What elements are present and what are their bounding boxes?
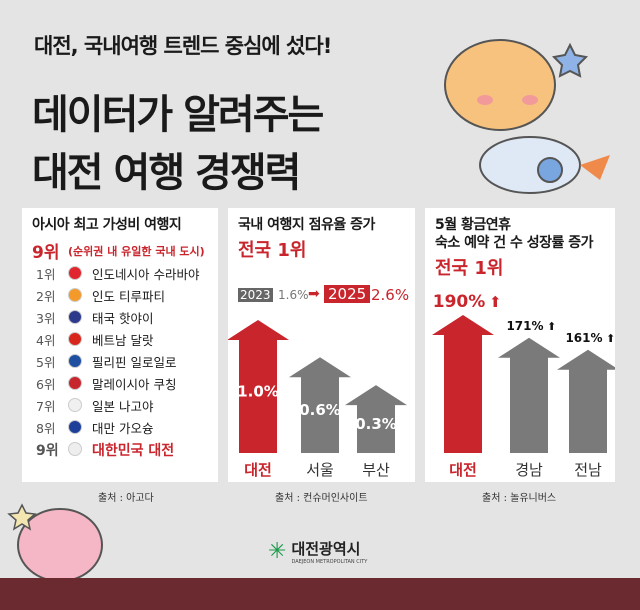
booking-growth-panel: 5월 황금연휴 숙소 예약 건 수 성장률 증가 전국 1위 190% ⬆ 대전 171… [425,208,615,482]
mascot-pink-illustration [7,503,103,582]
panel-title: 국내 여행지 점유율 증가 [238,217,375,233]
city-name: 베트남 달랏 [92,333,154,348]
bar-arrow [498,337,560,453]
data-label: 171% [506,319,543,333]
data-label: 0.3% [355,415,397,433]
data-label: 190% [433,292,486,312]
flag-icon [68,310,82,324]
bar-arrow [345,385,407,453]
source-consumerinsight: 출처 : 컨슈머인사이트 [275,493,368,504]
title-line-1: 5월 황금연휴 [435,217,511,233]
city-name: 태국 핫야이 [92,311,154,326]
footer-band [0,578,640,610]
share-chart: 1.0% 대전 0.6% 서울 0.3% 부산 [228,320,407,479]
category-label: 경남 [515,461,543,479]
city-name: 대한민국 대전 [92,443,175,459]
up-arrow-icon: ⬆ [489,293,502,311]
flag-icon [68,354,82,368]
bar-arrow [432,315,494,453]
arrow-right-icon: ➡ [308,286,320,302]
rank-number: 1위 [36,267,56,282]
value-from: 1.6% [278,288,309,302]
ranking-item: 9위 대한민국 대전 [22,440,218,462]
panel-headline: 전국 1위 [435,258,504,279]
logo-mark-icon: ✳ [268,539,287,564]
ranking-item: 8위 대만 가오슝 [22,418,218,440]
city-name: 필리핀 일로일로 [92,355,177,370]
category-label: 대전 [244,461,272,479]
logo-sub: DAEJEON METROPOLITAN CITY [291,559,368,565]
title-line-2: 대전 여행 경쟁력 [32,150,301,196]
share-panel: 국내 여행지 점유율 증가 전국 1위 2023 1.6% ➡ 2025 2.6… [228,208,415,482]
rank-number: 9위 [36,443,59,459]
logo-name: 대전광역시 [291,540,361,558]
city-name: 인도 티루파티 [92,289,165,304]
flag-icon [68,266,82,280]
rank-number: 2위 [36,289,56,304]
category-label: 서울 [306,461,334,479]
category-label: 대전 [449,461,477,479]
city-name: 대만 가오슝 [92,421,154,436]
rank-number: 4위 [36,333,56,348]
rank-note: (순위권 내 유일한 국내 도시) [68,245,205,258]
ranking-item: 7위 일본 나고야 [22,396,218,418]
ranking-item: 6위 말레이시아 쿠칭 [22,374,218,396]
title-line-2: 숙소 예약 건 수 성장률 증가 [435,235,594,251]
panel-title: 아시아 최고 가성비 여행지 [32,217,182,233]
data-label: 0.6% [299,401,341,419]
ranking-item: 1위 인도네시아 수라바야 [22,264,218,286]
bar-arrow [228,320,289,453]
daejeon-logo: ✳ 대전광역시 DAEJEON METROPOLITAN CITY [268,538,367,565]
source-nol: 출처 : 놀유니버스 [482,493,557,504]
subtitle: 대전, 국내여행 트렌드 중심에 섰다! [34,34,332,58]
city-name: 인도네시아 수라바야 [92,267,200,282]
flag-icon [68,288,82,302]
value-to: 2.6% [371,286,410,304]
ranking-item: 4위 베트남 달랏 [22,330,218,352]
flag-icon [68,420,82,434]
ranking-panel: 아시아 최고 가성비 여행지 9위 (순위권 내 유일한 국내 도시) 1위 인… [22,208,218,482]
bar-arrow [289,357,351,453]
ranking-item: 2위 인도 티루파티 [22,286,218,308]
ranking-item: 3위 태국 핫야이 [22,308,218,330]
flag-icon [68,376,82,390]
flag-icon [68,398,82,412]
flag-icon [68,332,82,346]
rank-number: 7위 [36,399,56,414]
up-arrow-icon: ⬆ [606,332,615,345]
panel-headline: 전국 1위 [238,240,307,261]
rank-number: 6위 [36,377,56,392]
year-from-badge: 2023 [238,288,273,302]
category-label: 전남 [574,461,602,479]
rank-headline: 9위 [32,243,60,263]
data-label: 1.0% [237,383,279,401]
ranking-item: 5위 필리핀 일로일로 [22,352,218,374]
rank-number: 3위 [36,311,56,326]
rank-number: 5위 [36,355,56,370]
mascot-rocket-illustration [444,39,610,194]
flag-icon [68,442,82,456]
up-arrow-icon: ⬆ [547,320,556,333]
title-line-1: 데이터가 알려주는 [32,92,324,138]
year-to-badge: 2025 [324,285,371,303]
city-name: 말레이시아 쿠칭 [92,377,177,392]
city-name: 일본 나고야 [92,399,154,414]
bar-arrow [557,349,615,453]
category-label: 부산 [362,461,390,479]
rank-number: 8위 [36,421,56,436]
data-label: 161% [565,331,602,345]
source-agoda: 출처 : 아고다 [98,493,154,504]
